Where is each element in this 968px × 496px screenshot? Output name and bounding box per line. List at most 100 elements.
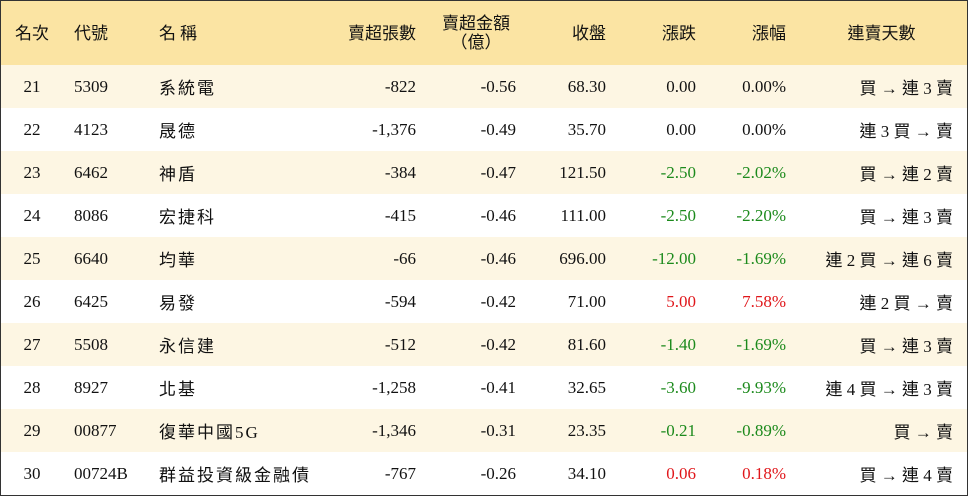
table-cell: 群益投資級金融債 [159, 466, 311, 485]
table-cell: 35.70 [567, 119, 606, 139]
table-cell: 買 → 連 3 賣 [859, 208, 954, 227]
table-cell: 23.35 [526, 409, 616, 452]
table-cell: -0.46 [480, 205, 516, 225]
table-cell: -9.93% [736, 377, 786, 397]
table-row: 29 00877 復華中國5G -1,346 -0.31 23.35 -0.21 -0.89%… [1, 409, 967, 452]
table-cell: 7.58% [742, 291, 786, 311]
table-cell: 連 2 買 → 連 6 賣 [796, 237, 967, 280]
table-cell: -512 [311, 323, 426, 366]
table-cell: 買 → 賣 [796, 409, 967, 452]
table-row: 21 5309 系統電 -822 -0.56 68.30 0.00 0.00% 買 → 連 3 … [1, 65, 967, 108]
table-cell: -594 [384, 291, 416, 311]
header-cell: 代號 [63, 1, 151, 65]
table-cell: 北基 [159, 380, 197, 399]
table-cell: 23 [1, 151, 63, 194]
table-cell: 買 → 連 4 賣 [859, 466, 954, 485]
table-cell: 6640 [63, 237, 151, 280]
table-cell: 6462 [63, 151, 151, 194]
table-cell: -1.69% [706, 323, 796, 366]
table-body: 21 5309 系統電 -822 -0.56 68.30 0.00 0.00% 買 → 連 3 … [1, 65, 967, 495]
table-row: 28 8927 北基 -1,258 -0.41 32.65 -3.60 -9.93% 連 4 買… [1, 366, 967, 409]
table-cell: 買 → 連 3 賣 [796, 65, 967, 108]
table-cell: 34.10 [567, 463, 606, 483]
table-cell: -0.46 [426, 237, 526, 280]
table-cell: -415 [384, 205, 416, 225]
table-cell: -0.42 [426, 323, 526, 366]
table-cell: -0.47 [426, 151, 526, 194]
table-cell: -1.69% [706, 237, 796, 280]
table-cell: 21 [1, 65, 63, 108]
table-cell: -3.60 [660, 377, 696, 397]
table-cell: 0.00% [742, 119, 786, 139]
table-cell: -0.56 [426, 65, 526, 108]
table-cell: 5508 [63, 323, 151, 366]
table-cell: -767 [384, 463, 416, 483]
header-cell: 收盤 [526, 1, 616, 65]
table-cell: 121.50 [526, 151, 616, 194]
table-cell: -0.89% [706, 409, 796, 452]
table-cell: 29 [1, 409, 63, 452]
table-row: 24 8086 宏捷科 -415 -0.46 111.00 -2.50 -2.20% 買 → 連… [1, 194, 967, 237]
table-cell: -384 [311, 151, 426, 194]
table-cell: 81.60 [526, 323, 616, 366]
table-cell: 均華 [151, 237, 311, 280]
table-cell: -2.50 [616, 151, 706, 194]
table-cell: -2.50 [660, 205, 696, 225]
table-cell: -1,376 [372, 119, 416, 139]
table-cell: 8086 [74, 205, 108, 225]
table-cell: 買 → 連 2 賣 [796, 151, 967, 194]
header-row: 名次 代號 名稱 賣超張數 賣超金額 （億） 收盤 漲跌 漲幅 連賣天數 [1, 1, 967, 65]
table-cell: 22 [23, 119, 41, 139]
table-cell: -2.20% [736, 205, 786, 225]
table-cell: 111.00 [560, 205, 607, 225]
table-cell: 27 [1, 323, 63, 366]
table-cell: 0.00 [666, 119, 696, 139]
table-cell: 00877 [63, 409, 151, 452]
table-cell: 復華中國5G [151, 409, 311, 452]
table-cell: -0.41 [480, 377, 516, 397]
table-cell: -822 [311, 65, 426, 108]
table-cell: 0.00 [616, 65, 706, 108]
table-cell: 5.00 [666, 291, 696, 311]
table-cell: 宏捷科 [159, 208, 216, 227]
table-cell: 系統電 [151, 65, 311, 108]
table-row: 25 6640 均華 -66 -0.46 696.00 -12.00 -1.69% 連 2 買 … [1, 237, 967, 280]
table-cell: 連 2 買 → 賣 [859, 294, 954, 313]
table-cell: 0.00% [706, 65, 796, 108]
table-cell: 0.06 [666, 463, 696, 483]
table-cell: -0.21 [616, 409, 706, 452]
table-cell: -0.31 [426, 409, 526, 452]
table-cell: 28 [23, 377, 41, 397]
table-row: 30 00724B 群益投資級金融債 -767 -0.26 34.10 0.06 0.18% 買… [1, 452, 967, 495]
table-cell: -66 [311, 237, 426, 280]
table-cell: -2.02% [706, 151, 796, 194]
table-cell: 連 4 買 → 連 3 賣 [825, 380, 954, 399]
header-cell: 漲幅 [706, 1, 796, 65]
table-cell: 晟德 [159, 122, 197, 141]
table-cell: 68.30 [526, 65, 616, 108]
table-row: 22 4123 晟德 -1,376 -0.49 35.70 0.00 0.00% 連 3 買 →… [1, 108, 967, 151]
table-cell: 30 [23, 463, 41, 483]
table-cell: 696.00 [526, 237, 616, 280]
table-cell: 25 [1, 237, 63, 280]
table-cell: -12.00 [616, 237, 706, 280]
table-cell: 神盾 [151, 151, 311, 194]
header-cell: 名次 [1, 1, 63, 65]
table-cell: 8927 [74, 377, 108, 397]
table-cell: -0.42 [480, 291, 516, 311]
table-cell: -1,346 [311, 409, 426, 452]
table-cell: -1,258 [372, 377, 416, 397]
header-cell: 連賣天數 [796, 1, 967, 65]
table-cell: -0.49 [480, 119, 516, 139]
table-cell: 00724B [74, 463, 128, 483]
header-cell: 賣超金額 （億） [426, 1, 526, 65]
table-cell: 永信建 [151, 323, 311, 366]
table-cell: 4123 [74, 119, 108, 139]
table-cell: 24 [23, 205, 41, 225]
table-cell: 買 → 連 3 賣 [796, 323, 967, 366]
table-cell: -1.40 [616, 323, 706, 366]
table-row: 23 6462 神盾 -384 -0.47 121.50 -2.50 -2.02% 買 → 連 … [1, 151, 967, 194]
header-cell: 賣超張數 [311, 1, 426, 65]
